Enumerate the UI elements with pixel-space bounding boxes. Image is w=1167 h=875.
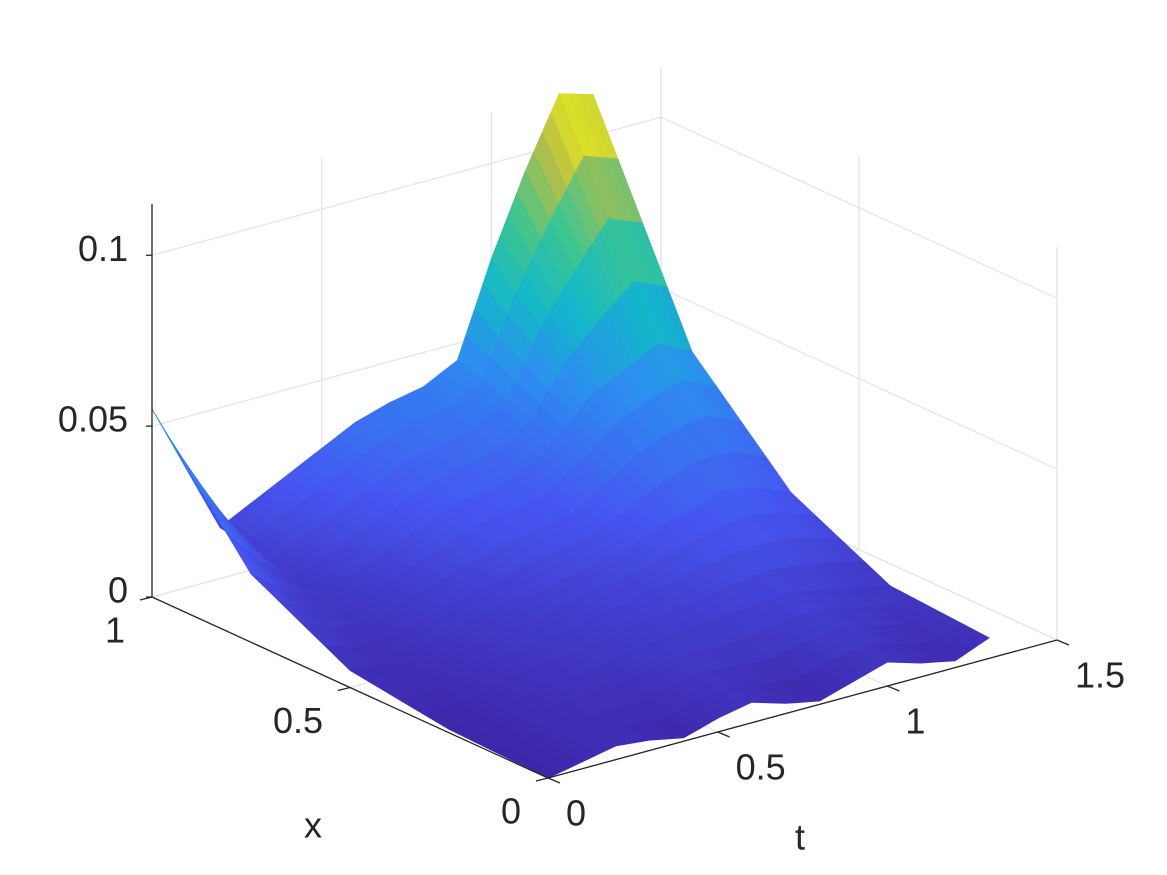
x-axis-label: x [304, 805, 322, 846]
x-tick-label: 0.5 [273, 700, 323, 741]
t-axis [547, 639, 1058, 779]
y-tick-label: 1.5 [1075, 655, 1125, 696]
t-tick [887, 685, 900, 692]
x-tick [139, 596, 153, 601]
surface-patch [176, 449, 211, 502]
x-tick-label: 1 [105, 610, 125, 651]
t-tick [1056, 639, 1070, 646]
t-axis-label: t [795, 817, 805, 858]
x-tick [337, 686, 351, 692]
t-tick [717, 731, 730, 738]
surface-patch [151, 408, 186, 463]
x-tick-label: 0 [501, 791, 521, 832]
y-tick-label: 1 [905, 701, 925, 742]
t-tick [547, 777, 561, 784]
z-tick-label: 0 [108, 570, 128, 611]
y-tick-label: 0.5 [736, 747, 786, 788]
z-tick-label: 0.05 [58, 399, 128, 440]
surface-patch [201, 491, 236, 541]
z-tick-label: 0.1 [78, 228, 128, 269]
y-tick-label: 0 [566, 793, 586, 834]
x-tick [535, 777, 549, 782]
